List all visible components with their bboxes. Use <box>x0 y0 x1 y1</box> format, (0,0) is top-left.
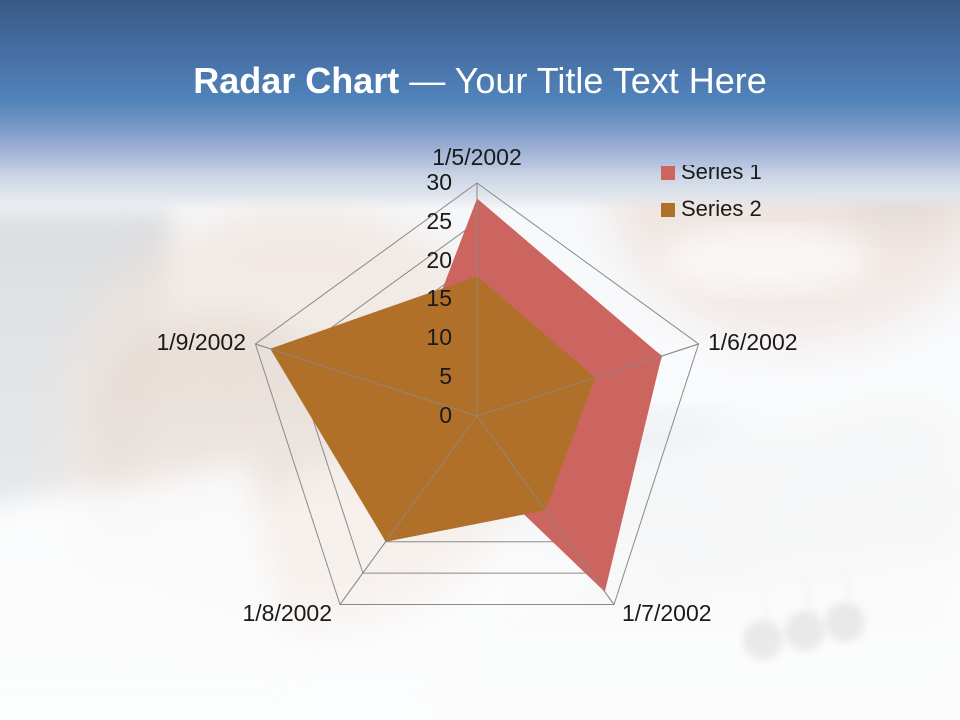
svg-text:1/7/2002: 1/7/2002 <box>622 600 712 626</box>
svg-text:10: 10 <box>426 324 452 350</box>
svg-text:1/5/2002: 1/5/2002 <box>432 144 522 170</box>
svg-text:0: 0 <box>439 402 452 428</box>
svg-text:Series 1: Series 1 <box>681 165 762 184</box>
svg-text:30: 30 <box>426 169 452 195</box>
svg-text:25: 25 <box>426 208 452 234</box>
svg-text:1/9/2002: 1/9/2002 <box>156 329 246 355</box>
svg-text:15: 15 <box>426 285 452 311</box>
svg-text:Series 2: Series 2 <box>681 196 762 221</box>
svg-text:20: 20 <box>426 247 452 273</box>
svg-text:1/6/2002: 1/6/2002 <box>708 329 798 355</box>
svg-text:5: 5 <box>439 363 452 389</box>
svg-text:1/8/2002: 1/8/2002 <box>242 600 332 626</box>
